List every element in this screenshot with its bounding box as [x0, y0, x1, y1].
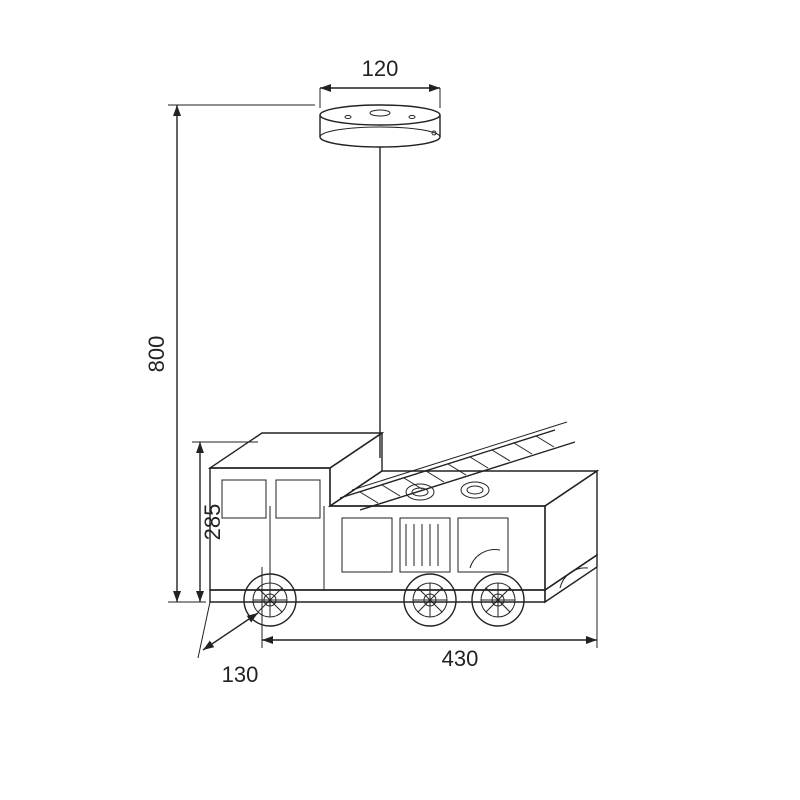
dim-truck-height: 285 — [192, 442, 258, 602]
dim-truck-height-label: 285 — [200, 504, 225, 541]
dim-truck-length-label: 430 — [442, 646, 479, 671]
ceiling-canopy — [320, 105, 440, 147]
dim-total-height: 800 — [144, 105, 315, 602]
dim-truck-depth: 130 — [198, 567, 262, 687]
dim-canopy-width-label: 120 — [362, 56, 399, 81]
ladder — [340, 422, 575, 510]
dimension-drawing: 120 800 285 430 130 — [0, 0, 800, 800]
fire-truck — [210, 422, 597, 626]
dim-canopy-width: 120 — [320, 56, 440, 108]
wheels — [244, 549, 588, 626]
dim-truck-depth-label: 130 — [222, 662, 259, 687]
dim-total-height-label: 800 — [144, 336, 169, 373]
